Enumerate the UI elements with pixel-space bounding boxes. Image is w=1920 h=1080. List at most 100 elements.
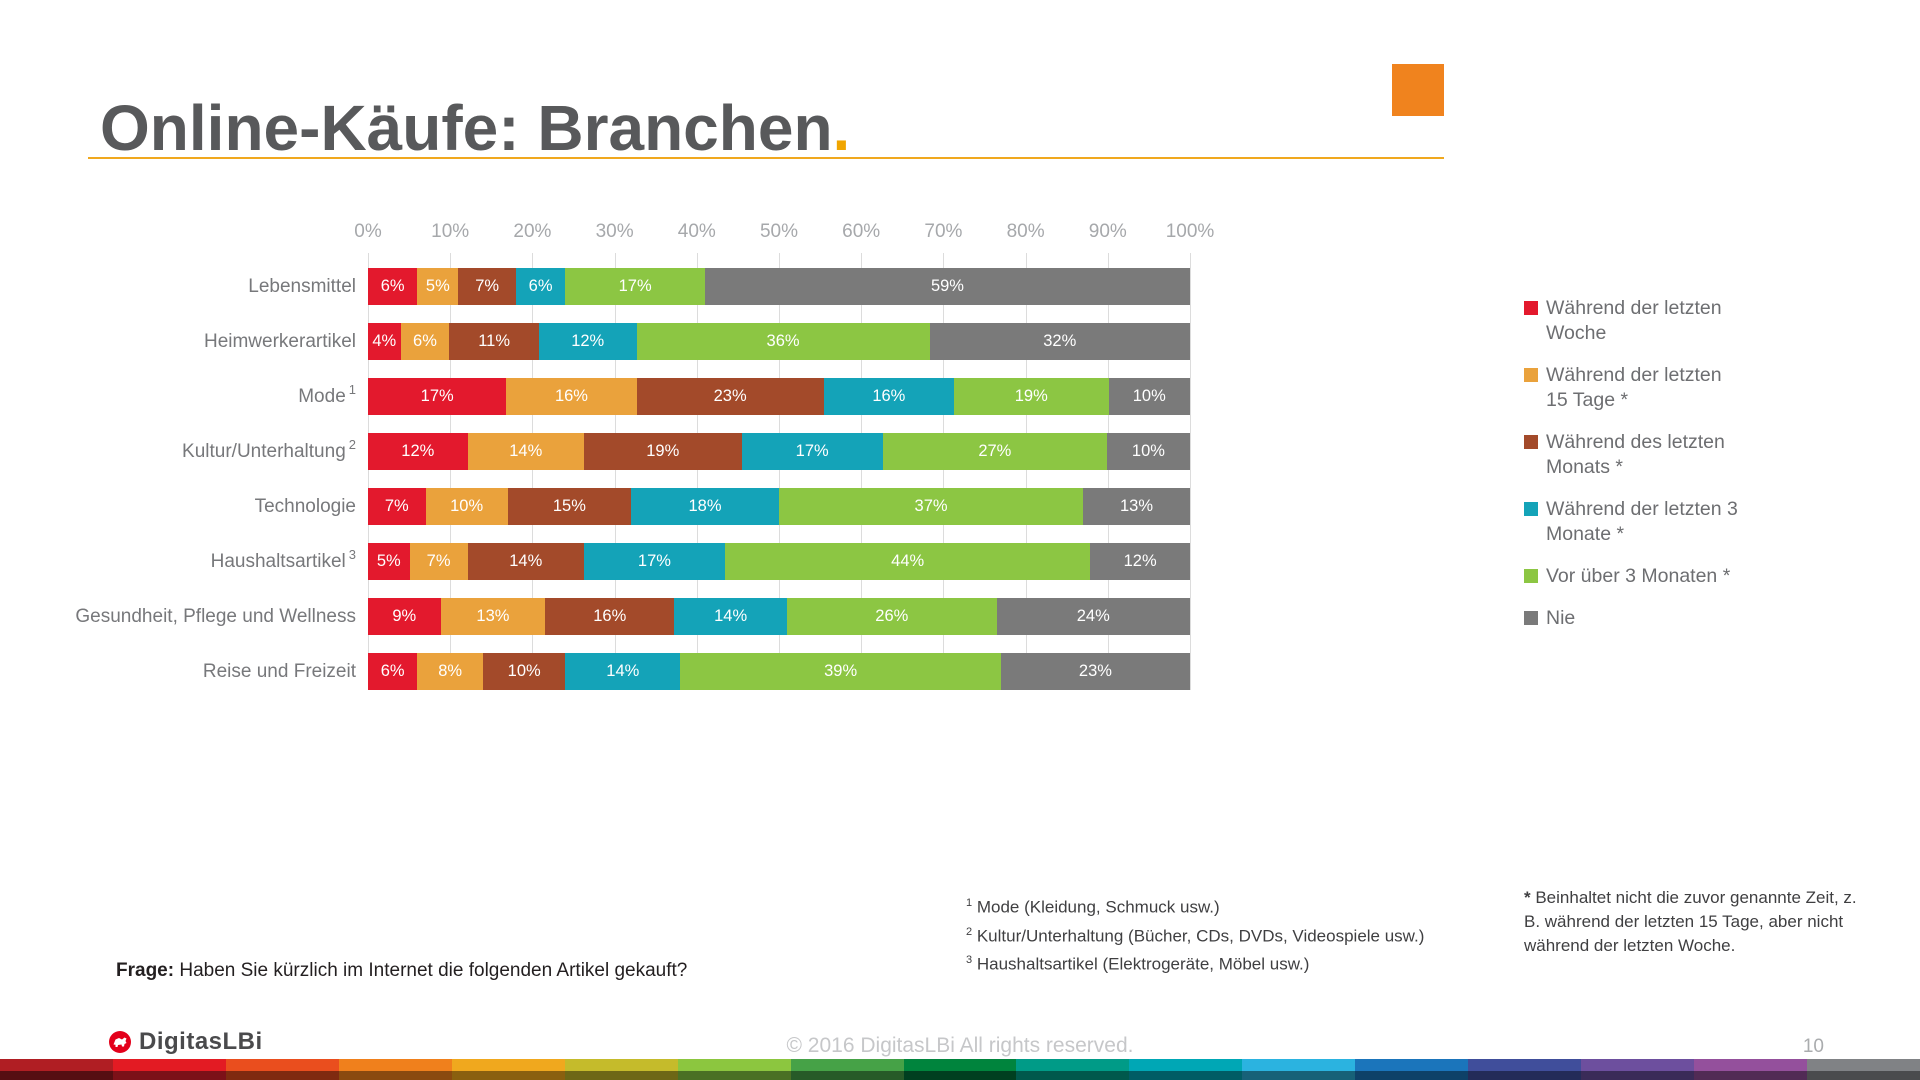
bar-track: 7% 10% 15% 18% 37% 13% bbox=[368, 488, 1190, 525]
bar-value-label: 16% bbox=[593, 607, 627, 625]
brand-stripe-segment bbox=[1581, 1071, 1695, 1080]
brand-stripe-segment bbox=[451, 1071, 565, 1080]
bar-segment: 39% bbox=[680, 653, 1001, 690]
x-axis-tick-label: 60% bbox=[842, 221, 881, 242]
x-axis: 0% 10% 20% 30% 40% 50% 60% 70% 80% 90% 100% bbox=[354, 221, 1214, 247]
bar-value-label: 11% bbox=[478, 332, 511, 350]
x-axis-tick-label: 30% bbox=[595, 221, 634, 242]
bar-segment: 23% bbox=[1000, 653, 1190, 690]
category-superscript: 2 bbox=[348, 437, 356, 452]
brand-stripe-segment bbox=[1129, 1059, 1243, 1071]
bar-segment: 12% bbox=[368, 433, 468, 470]
legend-label: Während der letzten 15 Tage * bbox=[1546, 364, 1722, 411]
bar-segment: 8% bbox=[417, 653, 484, 690]
bar-value-label: 59% bbox=[930, 277, 964, 295]
bar-segment: 15% bbox=[507, 488, 632, 525]
brand-stripe-segment bbox=[1807, 1059, 1920, 1071]
grid-line bbox=[450, 253, 452, 690]
x-axis-tick-label: 20% bbox=[513, 221, 552, 242]
bar-row: Gesundheit, Pflege und Wellness 9% 13% 16% 1… bbox=[75, 598, 1190, 635]
bar-value-label: 26% bbox=[875, 607, 909, 625]
grid-line bbox=[368, 253, 369, 690]
bar-row: Technologie 7% 10% 15% 18% 37% 13% bbox=[255, 488, 1190, 525]
legend-swatch bbox=[1524, 502, 1538, 516]
brand-stripe-segment bbox=[1242, 1059, 1356, 1071]
digitaslbi-logo: DigitasLBi bbox=[108, 1028, 263, 1056]
category-superscript: 1 bbox=[348, 382, 356, 397]
bar-track: 6% 5% 7% 6% 17% 59% bbox=[368, 268, 1190, 305]
brand-stripe-segment bbox=[1016, 1059, 1130, 1071]
bar-segment: 10% bbox=[425, 488, 508, 525]
brand-stripe-segment bbox=[338, 1071, 452, 1080]
brand-stripe-segment bbox=[225, 1071, 339, 1080]
brand-stripe-segment bbox=[790, 1071, 904, 1080]
bar-track: 4% 6% 11% 12% 36% 32% bbox=[368, 323, 1190, 360]
legend-label: Während der letzten 3 Monate * bbox=[1546, 498, 1738, 545]
bar-value-label: 17% bbox=[420, 387, 454, 405]
bar-segment: 4% bbox=[368, 323, 401, 360]
grid-line bbox=[1107, 253, 1109, 690]
page-title: Online-Käufe: Branchen. bbox=[100, 91, 850, 165]
brand-stripe-segment bbox=[903, 1059, 1017, 1071]
bar-row: Haushaltsartikel 3 5% 7% 14% 17% 44% 12% bbox=[211, 543, 1190, 580]
bar-value-label: 17% bbox=[637, 552, 671, 570]
footnote-superscript: 3 bbox=[966, 954, 973, 967]
bar-value-label: 27% bbox=[978, 442, 1012, 460]
brand-stripe-segment bbox=[112, 1071, 226, 1080]
grid-line bbox=[1190, 253, 1191, 690]
bar-segment: 24% bbox=[996, 598, 1190, 635]
bar-value-label: 16% bbox=[872, 387, 906, 405]
bar-segment: 7% bbox=[368, 488, 426, 525]
grid-line bbox=[861, 253, 863, 690]
bar-segment: 16% bbox=[545, 598, 675, 635]
legend-swatch bbox=[1524, 301, 1538, 315]
category-label: Technologie bbox=[254, 495, 356, 517]
bar-segment: 6% bbox=[368, 268, 418, 305]
bar-row: Lebensmittel 6% 5% 7% 6% 17% 59% bbox=[248, 268, 1190, 305]
bar-value-label: 23% bbox=[1078, 662, 1112, 680]
bar-value-label: 7% bbox=[426, 552, 451, 570]
question-line: Frage: Haben Sie kürzlich im Internet di… bbox=[116, 960, 687, 982]
bar-value-label: 4% bbox=[372, 332, 397, 350]
brand-stripe-segment bbox=[1016, 1071, 1130, 1080]
bar-value-label: 6% bbox=[528, 277, 553, 295]
digitaslbi-logo-text: DigitasLBi bbox=[139, 1028, 263, 1055]
bar-segment: 10% bbox=[483, 653, 566, 690]
title-accent-period: . bbox=[832, 91, 851, 164]
brand-stripe-segment bbox=[338, 1059, 452, 1071]
grid-line bbox=[1025, 253, 1027, 690]
bar-track: 6% 8% 10% 14% 39% 23% bbox=[368, 653, 1190, 690]
bar-segment: 14% bbox=[467, 433, 584, 470]
bar-segment: 13% bbox=[440, 598, 546, 635]
bar-track: 5% 7% 14% 17% 44% 12% bbox=[368, 543, 1190, 580]
bar-value-label: 13% bbox=[1120, 497, 1154, 515]
page-number: 10 bbox=[1802, 1036, 1824, 1057]
legend-label: Nie bbox=[1546, 607, 1576, 629]
bar-value-label: 18% bbox=[688, 497, 722, 515]
bar-value-label: 19% bbox=[1014, 387, 1048, 405]
x-axis-tick-label: 90% bbox=[1088, 221, 1127, 242]
bar-value-label: 6% bbox=[380, 277, 405, 295]
bar-value-label: 14% bbox=[509, 552, 543, 570]
bar-row: Kultur/Unterhaltung 2 12% 14% 19% 17% 27% 10% bbox=[182, 433, 1190, 470]
chart-legend: Während der letzten Woche Während der let… bbox=[1524, 296, 1824, 648]
bar-value-label: 12% bbox=[571, 332, 605, 350]
bar-segment: 16% bbox=[506, 378, 637, 415]
bar-segment: 16% bbox=[823, 378, 954, 415]
legend-label: Während der letzten Woche bbox=[1546, 297, 1722, 344]
bar-segment: 10% bbox=[1108, 378, 1190, 415]
bar-value-label: 5% bbox=[425, 277, 450, 295]
legend-item: Während der letzten 3 Monate * bbox=[1524, 497, 1746, 547]
grid-line bbox=[532, 253, 534, 690]
brand-stripe-segment bbox=[1807, 1071, 1920, 1080]
x-axis-tick-label: 100% bbox=[1165, 221, 1215, 242]
footnote-line: 3 Haushaltsartikel (Elektrogeräte, Möbel… bbox=[966, 948, 1424, 977]
stacked-bar-chart: 0% 10% 20% 30% 40% 50% 60% 70% 80% 90% 100% Lebens… bbox=[75, 221, 1214, 690]
bar-segment: 9% bbox=[368, 598, 441, 635]
brand-stripe-segment bbox=[564, 1059, 678, 1071]
bar-value-label: 5% bbox=[376, 552, 401, 570]
brand-stripe-segment bbox=[790, 1059, 904, 1071]
x-axis-tick-label: 80% bbox=[1006, 221, 1045, 242]
bar-segment: 27% bbox=[882, 433, 1107, 470]
bar-value-label: 14% bbox=[714, 607, 748, 625]
